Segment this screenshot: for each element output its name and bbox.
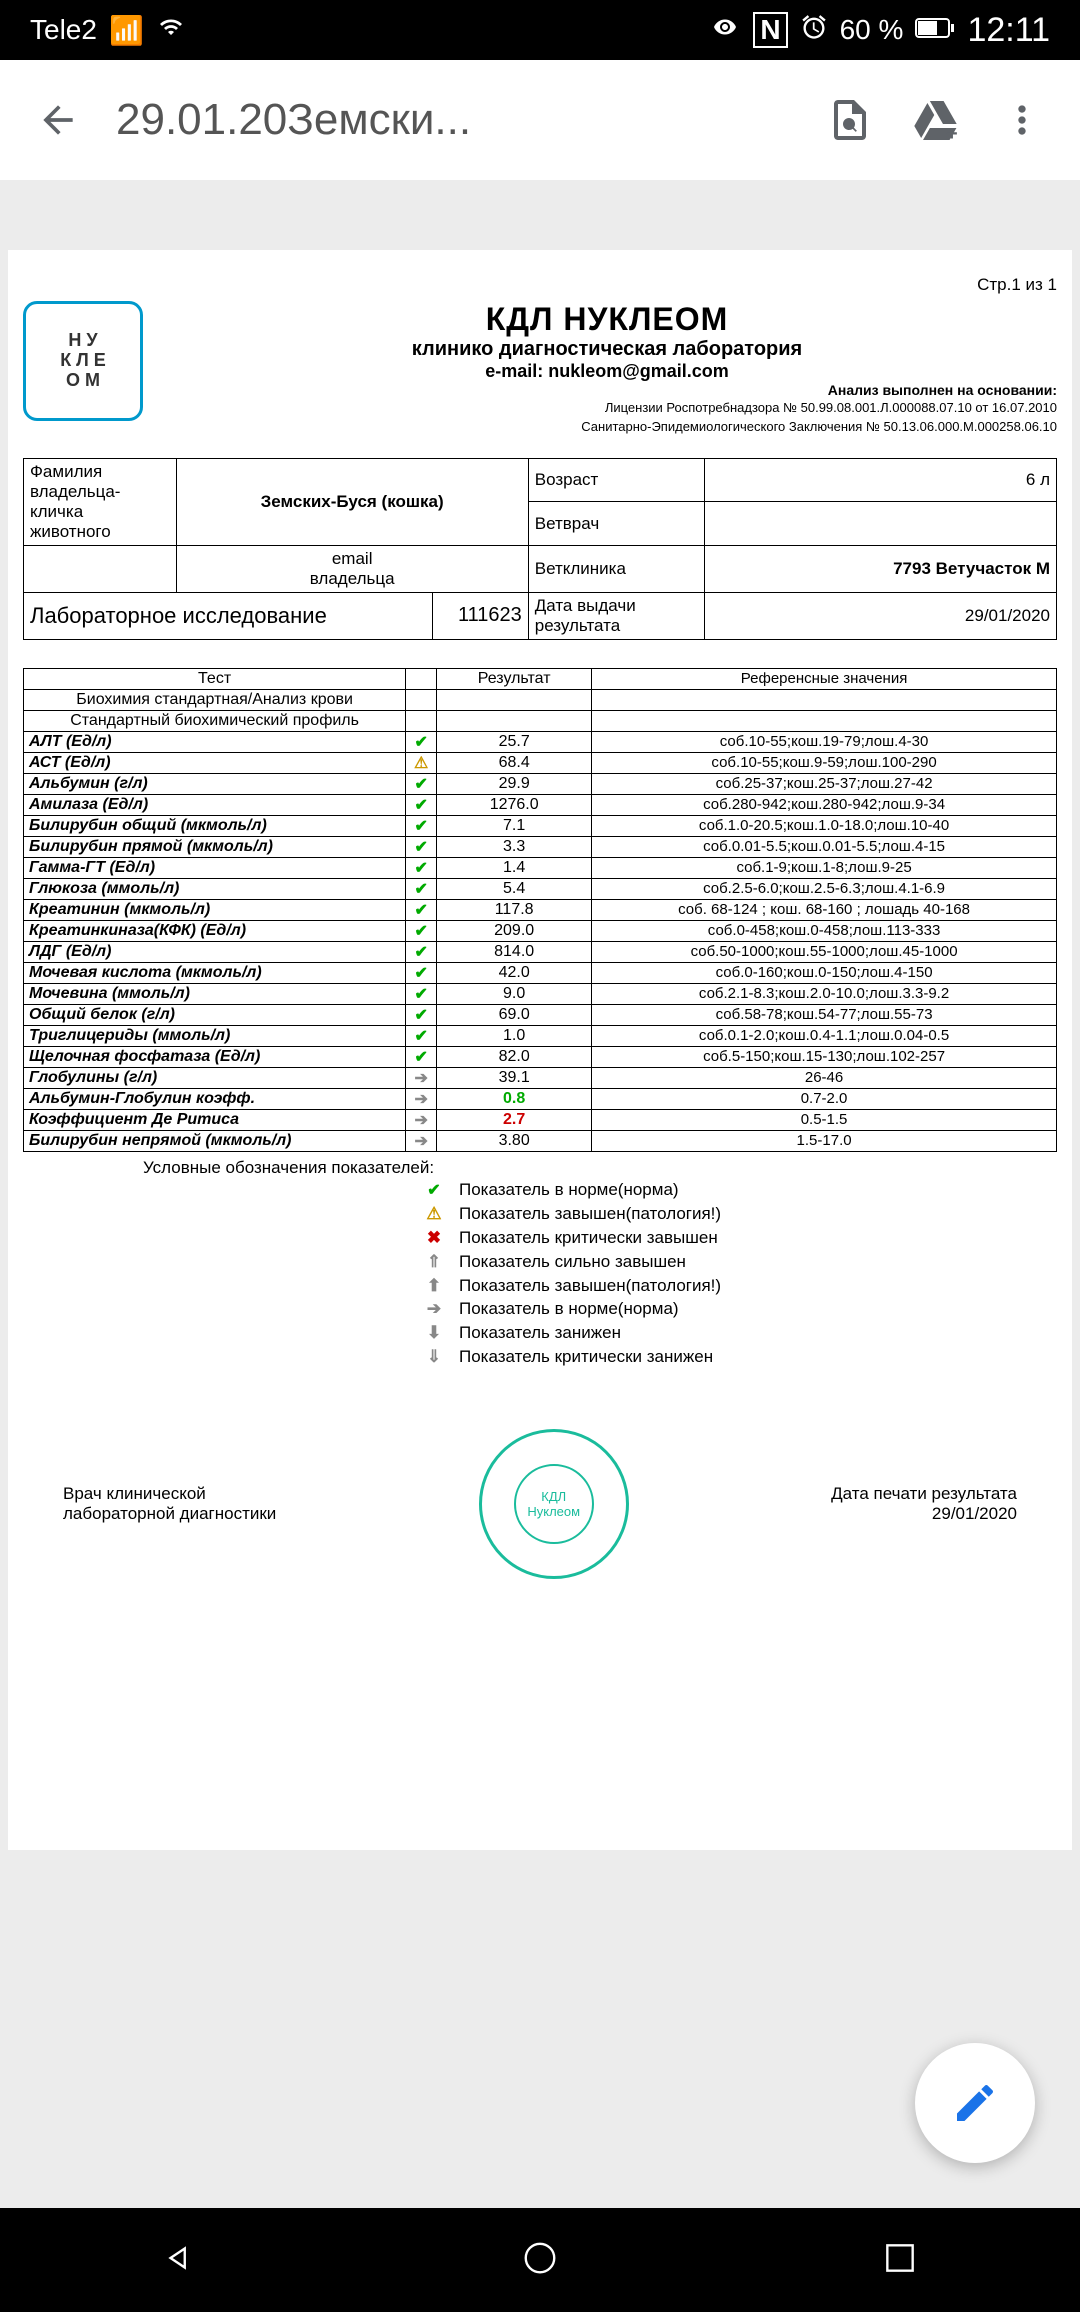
result-row: Билирубин общий (мкмоль/л)✔7.1соб.1.0-20…: [24, 815, 1057, 836]
col-result: Результат: [437, 668, 592, 689]
result-row: Билирубин непрямой (мкмоль/л)➔3.801.5-17…: [24, 1130, 1057, 1151]
owner-label: Фамилия владельца- кличка животного: [24, 458, 177, 545]
age-label: Возраст: [528, 458, 704, 502]
owner-value: Земских-Буся (кошка): [176, 458, 528, 545]
back-button[interactable]: [30, 92, 86, 148]
signal-icon: 📶: [109, 14, 144, 47]
drive-button[interactable]: +: [908, 92, 964, 148]
svg-text:+: +: [946, 123, 958, 144]
legend-item: ✔Показатель в норме(норма): [423, 1178, 1057, 1202]
system-nav-bar: [0, 2208, 1080, 2312]
clinic-value: 7793 Ветучасток М: [704, 545, 1056, 592]
result-row: Щелочная фосфатаза (Ед/л)✔82.0соб.5-150;…: [24, 1046, 1057, 1067]
eye-icon: [709, 14, 741, 46]
battery-pct: 60 %: [840, 14, 904, 46]
doctor-label: Врач клинической лабораторной диагностик…: [63, 1484, 276, 1524]
lab-subtitle: клинико диагностическая лаборатория: [157, 338, 1057, 361]
result-row: Мочевина (ммоль/л)✔9.0соб.2.1-8.3;кош.2.…: [24, 983, 1057, 1004]
lab-name: КДЛ НУКЛЕОМ: [157, 301, 1057, 338]
lab-logo: Н У К Л Е О М: [23, 301, 143, 421]
legend-item: ⇑Показатель сильно завышен: [423, 1250, 1057, 1274]
result-row: АЛТ (Ед/л)✔25.7соб.10-55;кош.19-79;лош.4…: [24, 731, 1057, 752]
patient-info-table: Фамилия владельца- кличка животного Земс…: [23, 458, 1057, 640]
wifi-icon: [156, 14, 186, 46]
nfc-icon: N: [753, 12, 787, 48]
result-row: Коэффициент Де Ритиса➔2.70.5-1.5: [24, 1109, 1057, 1130]
result-row: Креатинин (мкмоль/л)✔117.8соб. 68-124 ; …: [24, 899, 1057, 920]
result-row: Альбумин (г/л)✔29.9соб.25-37;кош.25-37;л…: [24, 773, 1057, 794]
result-row: Мочевая кислота (мкмоль/л)✔42.0соб.0-160…: [24, 962, 1057, 983]
legend-item: ⇓Показатель критически занижен: [423, 1345, 1057, 1369]
edit-fab[interactable]: [915, 2043, 1035, 2163]
result-row: Общий белок (г/л)✔69.0соб.58-78;кош.54-7…: [24, 1004, 1057, 1025]
legend-title: Условные обозначения показателей:: [143, 1158, 1057, 1178]
result-row: Гамма-ГТ (Ед/л)✔1.4соб.1-9;кош.1-8;лош.9…: [24, 857, 1057, 878]
date-label: Дата выдачи результата: [528, 592, 704, 639]
print-date: Дата печати результата 29/01/2020: [831, 1484, 1017, 1524]
legend-item: ✖Показатель критически завышен: [423, 1226, 1057, 1250]
age-value: 6 л: [704, 458, 1056, 502]
study-number: 111623: [433, 592, 528, 639]
legend-item: ➔Показатель в норме(норма): [423, 1297, 1057, 1321]
vet-label: Ветврач: [528, 502, 704, 546]
email-label: email владельца: [176, 545, 528, 592]
license-2: Санитарно-Эпидемиологического Заключения…: [157, 419, 1057, 436]
document-viewer[interactable]: Стр.1 из 1 Н У К Л Е О М КДЛ НУКЛЕОМ кли…: [0, 180, 1080, 2208]
license-1: Лицензии Роспотребнадзора № 50.99.08.001…: [157, 400, 1057, 417]
result-row: Билирубин прямой (мкмоль/л)✔3.3соб.0.01-…: [24, 836, 1057, 857]
result-row: АСТ (Ед/л)⚠68.4соб.10-55;кош.9-59;лош.10…: [24, 752, 1057, 773]
nav-home[interactable]: [521, 2239, 559, 2282]
document-page: Стр.1 из 1 Н У К Л Е О М КДЛ НУКЛЕОМ кли…: [8, 250, 1072, 1850]
menu-button[interactable]: [994, 92, 1050, 148]
results-table: Тест Результат Референсные значения Биох…: [23, 668, 1057, 1152]
col-test: Тест: [24, 668, 406, 689]
legend-item: ⚠Показатель завышен(патология!): [423, 1202, 1057, 1226]
page-counter: Стр.1 из 1: [23, 275, 1057, 295]
lab-email: e-mail: nukleom@gmail.com: [157, 361, 1057, 382]
clock: 12:11: [967, 11, 1050, 50]
clinic-label: Ветклиника: [528, 545, 704, 592]
alarm-icon: [800, 13, 828, 48]
result-row: Амилаза (Ед/л)✔1276.0соб.280-942;кош.280…: [24, 794, 1057, 815]
result-row: Глюкоза (ммоль/л)✔5.4соб.2.5-6.0;кош.2.5…: [24, 878, 1057, 899]
col-ref: Референсные значения: [592, 668, 1057, 689]
date-value: 29/01/2020: [704, 592, 1056, 639]
stamp: КДЛ Нуклеом: [479, 1429, 629, 1579]
study-label: Лабораторное исследование: [24, 592, 433, 639]
result-row: Альбумин-Глобулин коэфф.➔0.80.7-2.0: [24, 1088, 1057, 1109]
nav-recent[interactable]: [881, 2239, 919, 2282]
find-button[interactable]: [822, 92, 878, 148]
legend-item: ⬇Показатель занижен: [423, 1321, 1057, 1345]
nav-back[interactable]: [161, 2239, 199, 2282]
analysis-basis: Анализ выполнен на основании:: [157, 382, 1057, 398]
result-row: ЛДГ (Ед/л)✔814.0соб.50-1000;кош.55-1000;…: [24, 941, 1057, 962]
legend-item: ⬆Показатель завышен(патология!): [423, 1274, 1057, 1298]
carrier-label: Tele2: [30, 14, 97, 46]
result-row: Креатинкиназа(КФК) (Ед/л)✔209.0соб.0-458…: [24, 920, 1057, 941]
result-row: Глобулины (г/л)➔39.126-46: [24, 1067, 1057, 1088]
result-row: Триглицериды (ммоль/л)✔1.0соб.0.1-2.0;ко…: [24, 1025, 1057, 1046]
battery-icon: [915, 14, 955, 46]
status-bar: Tele2 📶 N 60 % 12:11: [0, 0, 1080, 60]
document-title: 29.01.20Земски...: [116, 95, 792, 145]
app-bar: 29.01.20Земски... +: [0, 60, 1080, 180]
